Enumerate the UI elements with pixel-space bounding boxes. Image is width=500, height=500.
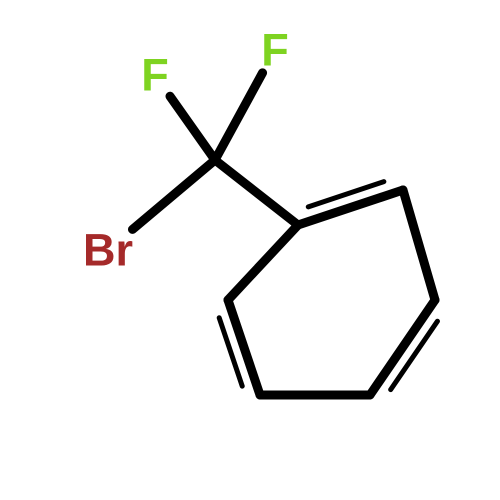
atom-label-f: F (261, 25, 289, 76)
bond-line (215, 73, 263, 160)
bond-line (228, 300, 260, 395)
bond-line (170, 96, 215, 160)
bond-line (403, 190, 435, 300)
atom-label-f: F (141, 50, 169, 101)
bond-line (215, 160, 298, 225)
molecule-diagram: F F Br (0, 0, 500, 500)
atoms-group: F F Br (83, 25, 289, 276)
bonds-group (132, 73, 437, 395)
bond-line (132, 160, 215, 229)
bond-line (228, 225, 298, 300)
atom-label-br: Br (83, 225, 133, 276)
bond-line (370, 300, 435, 395)
